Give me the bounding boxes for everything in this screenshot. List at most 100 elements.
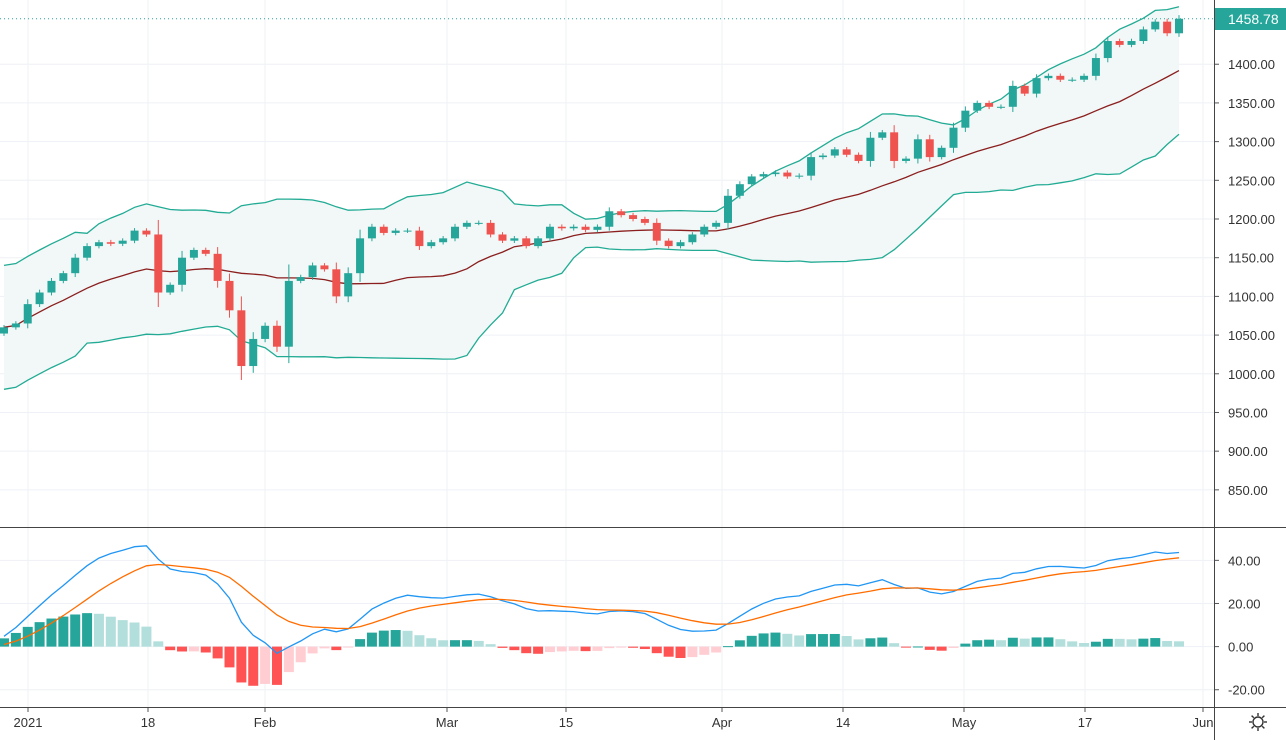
histogram-bar	[366, 632, 377, 647]
time-label: 17	[1078, 715, 1092, 730]
candle	[1163, 18, 1172, 37]
histogram-bar	[711, 646, 722, 653]
candle	[356, 229, 365, 282]
candle-body	[830, 149, 839, 156]
candle-body	[272, 325, 281, 347]
candle	[842, 147, 851, 158]
candle-body	[94, 242, 103, 247]
candle-body	[557, 226, 566, 229]
histogram-bar	[355, 639, 366, 647]
histogram-bar	[236, 646, 247, 683]
candle	[344, 267, 353, 303]
candle	[712, 220, 721, 230]
candle	[451, 223, 460, 242]
histogram-bar	[687, 646, 698, 658]
candle-body	[1091, 58, 1100, 76]
histogram-bar	[1055, 639, 1066, 647]
histogram-bar	[426, 638, 437, 647]
candle-body	[249, 338, 258, 367]
histogram-bar	[984, 639, 995, 647]
histogram-bar	[165, 646, 176, 651]
candle-body	[1056, 75, 1065, 80]
candle-body	[462, 222, 471, 227]
candle	[581, 224, 590, 233]
histogram-bar	[533, 646, 544, 654]
candle	[403, 228, 412, 233]
candle-body	[296, 277, 305, 281]
histogram-bar	[1031, 637, 1042, 647]
histogram-bar	[877, 637, 888, 647]
histogram-bar	[1150, 638, 1161, 647]
time-label: 14	[836, 715, 850, 730]
histogram-bar	[271, 646, 282, 685]
histogram-bar	[497, 646, 508, 648]
time-label: Apr	[712, 715, 733, 730]
candle-body	[902, 158, 911, 161]
candle	[1127, 38, 1136, 48]
candle	[379, 224, 388, 236]
histogram-bar	[604, 646, 615, 649]
histogram-bar	[450, 640, 461, 647]
price-tick-label: 1250.00	[1228, 173, 1275, 188]
candle	[1008, 80, 1017, 113]
histogram-bar	[129, 622, 140, 647]
candle-body	[818, 155, 827, 158]
histogram-bar	[1007, 637, 1018, 647]
candle	[1175, 15, 1183, 37]
macd-pane[interactable]	[0, 545, 1184, 686]
histogram-bar	[521, 646, 532, 654]
candle	[83, 243, 92, 261]
candle	[723, 189, 732, 230]
candle-body	[284, 280, 293, 347]
candle-body	[688, 234, 697, 243]
candle-body	[11, 323, 20, 328]
histogram-bar	[117, 620, 128, 647]
gear-icon[interactable]	[1249, 713, 1267, 731]
histogram-bar	[1114, 638, 1125, 647]
macd-tick-label: -20.00	[1228, 683, 1265, 698]
candle-body	[1032, 78, 1041, 94]
histogram-bar	[616, 646, 627, 648]
candle-body	[1175, 18, 1183, 34]
candle	[735, 181, 744, 199]
candle	[1151, 19, 1160, 32]
candle-body	[771, 172, 780, 175]
histogram-bar	[1162, 640, 1173, 647]
price-pane[interactable]	[0, 6, 1214, 390]
candle	[1068, 77, 1077, 83]
candle-body	[937, 147, 946, 158]
histogram-bar	[70, 614, 81, 647]
candle-body	[451, 226, 460, 239]
candle	[629, 212, 638, 222]
histogram-bar	[960, 643, 971, 647]
candle-body	[47, 280, 56, 293]
candle	[771, 170, 780, 177]
histogram-bar	[746, 635, 757, 647]
price-tick-label: 1000.00	[1228, 367, 1275, 382]
candle-body	[1044, 75, 1053, 79]
candle	[1080, 73, 1089, 83]
histogram-bar	[1079, 642, 1090, 647]
candle	[332, 262, 341, 304]
candle	[284, 264, 293, 364]
upper-band-line	[3, 6, 1180, 267]
candle	[747, 174, 756, 187]
candle	[142, 228, 151, 237]
candle-body	[522, 238, 531, 247]
candle-body	[391, 230, 400, 233]
candle-body	[427, 242, 436, 247]
candle-body	[878, 132, 887, 138]
histogram-bar	[212, 646, 223, 659]
histogram-bar	[794, 635, 805, 647]
candle-body	[344, 273, 353, 297]
candle-body	[581, 226, 590, 230]
histogram-bar	[248, 646, 259, 686]
histogram-bar	[402, 630, 413, 647]
candle	[71, 253, 80, 278]
price-tick-label: 1350.00	[1228, 96, 1275, 111]
candle-body	[890, 132, 899, 161]
candle-body	[237, 310, 246, 367]
candle-body	[1103, 41, 1112, 59]
histogram-bar	[734, 640, 745, 647]
